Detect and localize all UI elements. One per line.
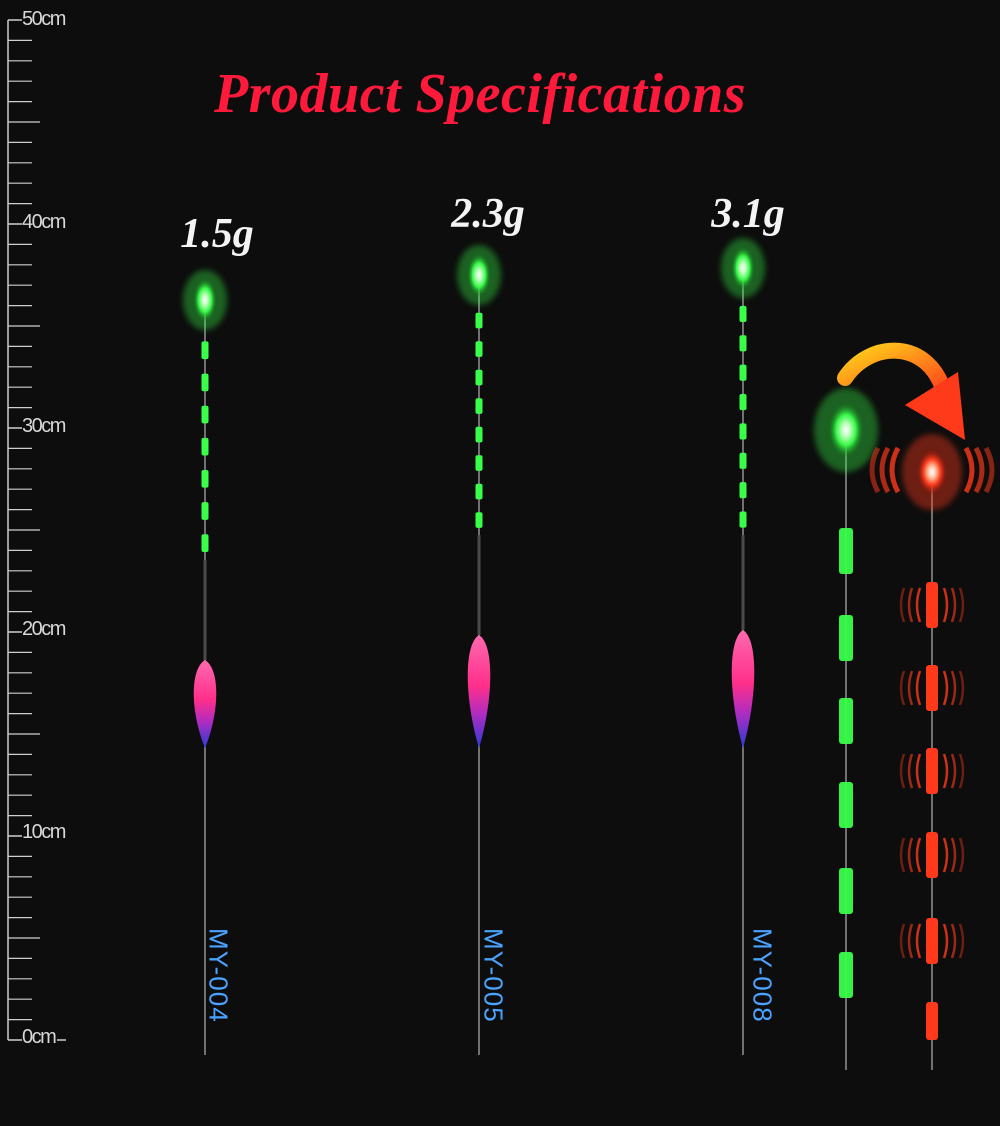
light-segment	[201, 534, 209, 552]
ruler-label-20: 20cm	[22, 618, 67, 641]
light-segment	[926, 748, 938, 794]
vibration-arc	[973, 446, 985, 494]
light-segment	[475, 341, 483, 357]
light-segment	[739, 364, 747, 381]
float-body	[731, 630, 755, 748]
light-segment	[475, 512, 483, 528]
ruler-label-40: 40cm	[22, 211, 67, 234]
light-segment	[475, 398, 483, 414]
bite-indicator-demo	[814, 342, 995, 1070]
floats-layer	[183, 238, 765, 1055]
light-segment	[739, 482, 747, 499]
float-1	[183, 270, 227, 1055]
light-tip	[731, 246, 755, 290]
light-segment	[201, 373, 209, 392]
light-segment	[475, 312, 483, 329]
light-tip	[916, 448, 948, 496]
ruler-label-0: 0cm	[22, 1026, 58, 1049]
light-segment	[475, 426, 483, 443]
light-segment	[739, 305, 747, 323]
float-model-3: MY-008	[747, 928, 778, 1023]
float-weight-1: 1.5g	[180, 211, 254, 257]
vibration-arc	[889, 446, 901, 494]
green-light-float	[814, 388, 878, 1070]
float-model-2: MY-005	[478, 928, 509, 1023]
page-title: Product Specifications	[213, 63, 747, 125]
red-light-float	[869, 434, 995, 1070]
vibration-arc	[963, 446, 975, 494]
vibration-arc	[869, 446, 881, 494]
light-segment	[739, 511, 747, 528]
light-tip	[467, 253, 491, 297]
light-segment	[839, 952, 853, 998]
light-segment	[926, 582, 938, 628]
vibration-arc	[983, 446, 995, 494]
light-tip	[193, 278, 217, 322]
light-segment	[926, 1002, 938, 1040]
light-segment	[201, 502, 209, 520]
light-segment	[739, 452, 747, 469]
light-segment	[839, 868, 853, 914]
light-segment	[475, 369, 483, 386]
light-segment	[475, 455, 483, 471]
arrow-icon	[837, 342, 965, 440]
ruler-label-10: 10cm	[22, 821, 67, 844]
ruler	[7, 19, 66, 1041]
float-weight-2: 2.3g	[451, 191, 525, 237]
light-segment	[201, 470, 209, 488]
light-segment	[201, 437, 209, 456]
light-segment	[739, 335, 747, 352]
light-segment	[839, 615, 853, 661]
light-segment	[739, 423, 747, 440]
float-2	[457, 245, 501, 1055]
float-weight-3: 3.1g	[711, 191, 785, 237]
float-body	[467, 635, 491, 748]
light-segment	[926, 918, 938, 964]
light-segment	[839, 528, 853, 574]
float-model-1: MY-004	[203, 928, 234, 1023]
light-segment	[839, 782, 853, 828]
light-segment	[926, 832, 938, 878]
light-tip	[828, 402, 864, 458]
light-segment	[839, 698, 853, 744]
light-segment	[201, 341, 209, 360]
light-segment	[201, 405, 209, 424]
light-segment	[926, 665, 938, 711]
float-3	[721, 238, 765, 1055]
ruler-label-50: 50cm	[22, 8, 67, 31]
ruler-label-30: 30cm	[22, 415, 67, 438]
light-segment	[475, 483, 483, 500]
light-segment	[739, 394, 747, 411]
float-body	[193, 660, 217, 748]
vibration-arc	[879, 446, 891, 494]
